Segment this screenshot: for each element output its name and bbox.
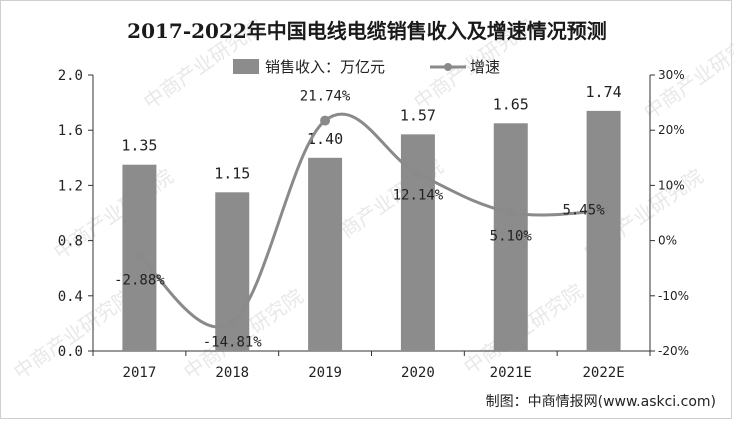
legend-bar-label: 销售收入：万亿元	[265, 58, 385, 76]
bar-value-label: 1.65	[493, 95, 529, 113]
growth-point	[412, 168, 423, 179]
left-tick-label: 0.0	[58, 344, 83, 360]
x-tick-label: 2021E	[490, 365, 532, 381]
growth-value-label: 5.45%	[563, 203, 606, 219]
growth-value-label: 5.10%	[490, 228, 533, 244]
left-tick-label: 1.2	[58, 178, 83, 194]
left-tick-label: 2.0	[58, 68, 83, 84]
growth-value-label: 12.14%	[393, 188, 444, 204]
right-tick-label: 10%	[658, 178, 685, 192]
growth-value-label: -14.81%	[203, 334, 263, 350]
growth-value-label: 21.74%	[300, 89, 351, 105]
right-tick-label: -20%	[658, 344, 689, 358]
bar-value-label: 1.15	[214, 164, 250, 182]
bar-value-label: 1.35	[121, 137, 157, 155]
x-tick-label: 2020	[401, 365, 435, 381]
right-tick-label: 20%	[658, 123, 685, 137]
bar-value-label: 1.57	[400, 106, 436, 124]
legend-bar-swatch	[233, 59, 259, 74]
bar-value-label: 1.74	[586, 83, 622, 101]
growth-point	[227, 317, 238, 328]
right-tick-label: 0%	[658, 234, 677, 248]
bar-value-label: 1.40	[307, 130, 343, 148]
left-tick-label: 0.4	[58, 289, 83, 305]
legend: 销售收入：万亿元 增速	[233, 58, 500, 76]
bar	[493, 123, 528, 351]
left-tick-label: 0.8	[58, 234, 83, 250]
left-axis-ticks: 0.0 0.4 0.8 1.2 1.6 2.0	[58, 68, 93, 360]
legend-line-label: 增速	[470, 58, 500, 76]
x-tick-label: 2022E	[583, 365, 625, 381]
watermark-text: 中商产业研究院	[639, 24, 734, 124]
growth-point	[134, 251, 145, 262]
x-axis-ticks: 2017 2018 2019 2020 2021E 2022E	[92, 351, 651, 381]
bar	[308, 157, 343, 351]
line-labels: -2.88% -14.81% 21.74% 12.14% 5.10% 5.45%	[114, 89, 605, 351]
bar-labels: 1.35 1.15 1.40 1.57 1.65 1.74	[121, 83, 621, 182]
growth-value-label: -2.88%	[114, 272, 165, 288]
right-tick-label: 30%	[658, 68, 685, 82]
right-axis-ticks: -20% -10% 0% 10% 20% 30%	[650, 68, 689, 358]
growth-point	[598, 205, 609, 216]
legend-line-marker	[444, 63, 452, 71]
x-tick-label: 2019	[308, 365, 342, 381]
growth-point	[505, 207, 516, 218]
bar	[586, 110, 621, 351]
right-tick-label: -10%	[658, 289, 689, 303]
bar-series	[122, 110, 621, 351]
x-tick-label: 2018	[215, 365, 249, 381]
chart-title: 2017-2022年中国电线电缆销售收入及增速情况预测	[127, 19, 607, 43]
left-tick-label: 1.6	[58, 123, 83, 139]
growth-point	[320, 115, 331, 126]
x-tick-label: 2017	[123, 365, 157, 381]
line-series	[134, 112, 609, 329]
source-note: 制图：中商情报网(www.askci.com)	[486, 394, 716, 410]
